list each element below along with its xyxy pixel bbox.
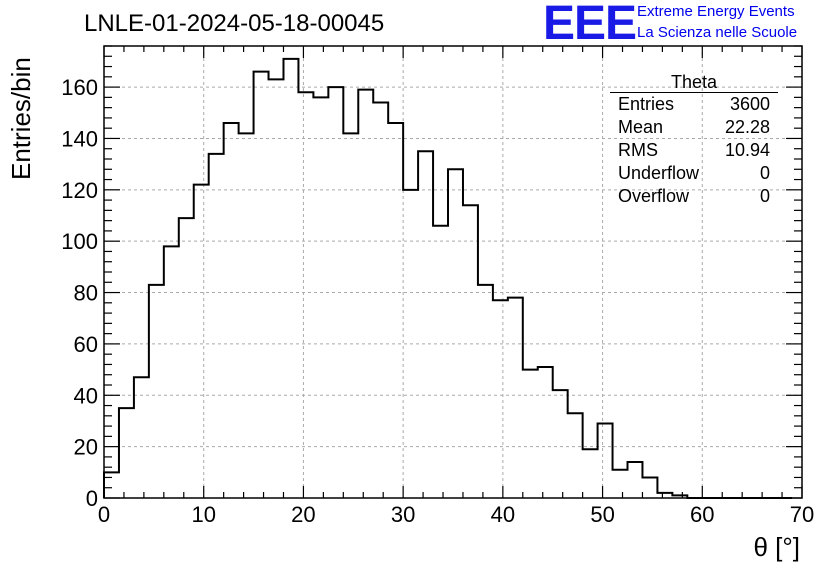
x-tick-label: 50 [590, 502, 614, 527]
y-tick-label: 100 [61, 229, 98, 254]
y-tick-label: 140 [61, 126, 98, 151]
histogram-bin [194, 185, 209, 498]
histogram-bin [613, 470, 628, 498]
histogram-bin [239, 133, 254, 498]
stats-value: 0 [759, 186, 770, 206]
histogram-bin [269, 79, 284, 498]
histogram-bin [493, 300, 508, 498]
histogram-bin [598, 424, 613, 498]
x-tick-label: 20 [291, 502, 315, 527]
histogram-bin [628, 462, 643, 498]
y-tick-label: 0 [86, 486, 98, 511]
histogram-bin [298, 92, 313, 498]
logo-line-1: Extreme Energy Events [637, 3, 795, 20]
histogram-bin [583, 449, 598, 498]
histogram-bin [224, 123, 239, 498]
logo-line-2: La Scienza nelle Scuole [637, 24, 798, 41]
histogram-bin [343, 133, 358, 498]
stats-label: Underflow [618, 163, 700, 183]
x-tick-label: 10 [191, 502, 215, 527]
x-tick-label: 70 [790, 502, 814, 527]
stats-row-entries: Entries 3600 [610, 93, 778, 116]
histogram-bin [104, 472, 119, 498]
stats-row-overflow: Overflow 0 [610, 185, 778, 208]
stats-row-mean: Mean 22.28 [610, 116, 778, 139]
histogram-bin [568, 413, 583, 498]
x-tick-label: 0 [98, 502, 110, 527]
y-tick-label: 160 [61, 75, 98, 100]
histogram-bin [358, 90, 373, 498]
histogram-bin [508, 298, 523, 498]
y-tick-label: 20 [74, 435, 98, 460]
histogram-bin [149, 285, 164, 498]
histogram-bin [403, 190, 418, 498]
histogram-outline [103, 57, 793, 499]
y-tick-label: 80 [74, 281, 98, 306]
stats-label: Mean [618, 117, 664, 137]
histogram-bin [119, 408, 134, 498]
stats-box: Theta Entries 3600 Mean 22.28 RMS 10.94 … [610, 72, 778, 208]
histogram-bin [134, 377, 149, 498]
histogram-bin [164, 246, 179, 498]
y-tick-label: 120 [61, 178, 98, 203]
histogram-bin [313, 97, 328, 498]
stats-value: 3600 [729, 94, 770, 114]
histogram-bin [254, 72, 269, 498]
stats-value: 0 [759, 163, 770, 183]
stats-value: 10.94 [724, 140, 770, 160]
stats-title: Theta [610, 72, 778, 93]
eee-logo: EEE [543, 0, 637, 50]
stats-row-rms: RMS 10.94 [610, 139, 778, 162]
histogram-bin [418, 151, 433, 498]
histogram-bin [523, 370, 538, 498]
stats-label: Entries [618, 94, 675, 114]
stats-label: RMS [618, 140, 658, 160]
histogram-bin [388, 123, 403, 498]
stats-label: Overflow [618, 186, 690, 206]
x-tick-label: 40 [491, 502, 515, 527]
y-tick-label: 40 [74, 383, 98, 408]
x-axis-label: θ [°] [753, 532, 800, 562]
stats-value: 22.28 [724, 117, 770, 137]
histogram-bin [463, 205, 478, 498]
histogram-bin [209, 154, 224, 498]
histogram-bin [328, 87, 343, 498]
histogram-bin [478, 285, 493, 498]
histogram-bin [373, 103, 388, 499]
y-axis-label: Entries/bin [6, 57, 36, 180]
x-tick-label: 60 [690, 502, 714, 527]
stats-row-underflow: Underflow 0 [610, 162, 778, 185]
chart-title: LNLE-01-2024-05-18-00045 [84, 10, 385, 37]
histogram-bin [448, 169, 463, 498]
histogram-bin [179, 218, 194, 498]
y-tick-label: 60 [74, 332, 98, 357]
histogram-bin [433, 226, 448, 498]
histogram-bin [283, 59, 298, 498]
histogram-bin [642, 477, 657, 498]
histogram-bin [538, 367, 553, 498]
x-tick-label: 30 [391, 502, 415, 527]
histogram-bin [553, 390, 568, 498]
